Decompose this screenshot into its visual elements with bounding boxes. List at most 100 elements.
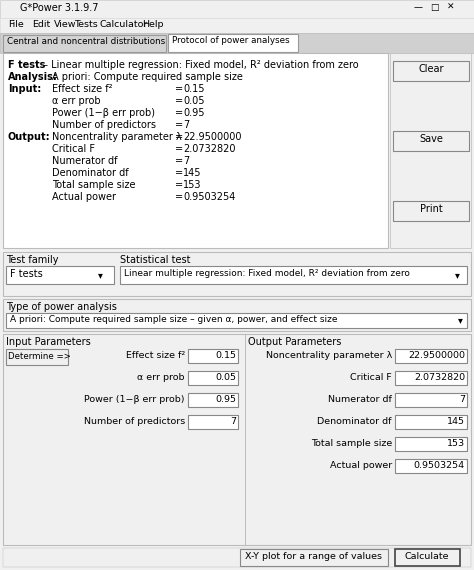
Text: Analysis:: Analysis: bbox=[8, 72, 58, 82]
FancyBboxPatch shape bbox=[390, 53, 471, 248]
Text: =: = bbox=[175, 180, 183, 190]
FancyBboxPatch shape bbox=[188, 415, 238, 429]
Text: 22.9500000: 22.9500000 bbox=[408, 351, 465, 360]
Text: F tests: F tests bbox=[10, 269, 43, 279]
Text: Central and noncentral distributions: Central and noncentral distributions bbox=[7, 37, 165, 46]
Text: – Linear multiple regression: Fixed model, R² deviation from zero: – Linear multiple regression: Fixed mode… bbox=[40, 60, 359, 70]
Text: 2.0732820: 2.0732820 bbox=[414, 373, 465, 382]
Text: 145: 145 bbox=[183, 168, 201, 178]
FancyBboxPatch shape bbox=[393, 131, 469, 151]
Text: α err prob: α err prob bbox=[52, 96, 100, 106]
Text: 0.15: 0.15 bbox=[183, 84, 204, 94]
Text: 0.05: 0.05 bbox=[215, 373, 236, 382]
Text: Calculate: Calculate bbox=[405, 552, 449, 561]
Text: Linear multiple regression: Fixed model, R² deviation from zero: Linear multiple regression: Fixed model,… bbox=[124, 269, 410, 278]
Text: 0.9503254: 0.9503254 bbox=[414, 461, 465, 470]
Text: Output Parameters: Output Parameters bbox=[248, 337, 341, 347]
Text: 0.95: 0.95 bbox=[183, 108, 204, 118]
Text: File: File bbox=[8, 20, 24, 29]
FancyBboxPatch shape bbox=[395, 349, 467, 363]
Text: G*Power 3.1.9.7: G*Power 3.1.9.7 bbox=[20, 3, 99, 13]
Text: =: = bbox=[175, 84, 183, 94]
Text: 2.0732820: 2.0732820 bbox=[183, 144, 236, 154]
FancyBboxPatch shape bbox=[120, 266, 467, 284]
Text: X-Y plot for a range of values: X-Y plot for a range of values bbox=[246, 552, 383, 561]
Text: Number of predictors: Number of predictors bbox=[84, 417, 185, 426]
Text: F tests: F tests bbox=[8, 60, 46, 70]
Text: A priori: Compute required sample size: A priori: Compute required sample size bbox=[52, 72, 243, 82]
FancyBboxPatch shape bbox=[393, 201, 469, 221]
Text: □: □ bbox=[430, 3, 438, 12]
FancyBboxPatch shape bbox=[6, 313, 467, 328]
FancyBboxPatch shape bbox=[240, 549, 388, 566]
Text: Denominator df: Denominator df bbox=[52, 168, 128, 178]
Text: =: = bbox=[175, 132, 183, 142]
Text: Power (1−β err prob): Power (1−β err prob) bbox=[52, 108, 155, 118]
Text: ▾: ▾ bbox=[98, 270, 103, 280]
Text: 0.9503254: 0.9503254 bbox=[183, 192, 236, 202]
FancyBboxPatch shape bbox=[3, 252, 471, 296]
FancyBboxPatch shape bbox=[395, 459, 467, 473]
FancyBboxPatch shape bbox=[0, 0, 474, 18]
Text: Protocol of power analyses: Protocol of power analyses bbox=[172, 36, 290, 45]
FancyBboxPatch shape bbox=[6, 349, 68, 365]
Text: 7: 7 bbox=[183, 156, 189, 166]
Text: Effect size f²: Effect size f² bbox=[126, 351, 185, 360]
Text: =: = bbox=[175, 144, 183, 154]
Text: Print: Print bbox=[419, 204, 442, 214]
Text: Effect size f²: Effect size f² bbox=[52, 84, 112, 94]
FancyBboxPatch shape bbox=[3, 299, 471, 331]
Text: ▾: ▾ bbox=[455, 270, 460, 280]
FancyBboxPatch shape bbox=[393, 61, 469, 81]
Text: Actual power: Actual power bbox=[330, 461, 392, 470]
Text: =: = bbox=[175, 192, 183, 202]
Text: —: — bbox=[414, 3, 423, 12]
Text: Numerator df: Numerator df bbox=[52, 156, 118, 166]
FancyBboxPatch shape bbox=[0, 18, 474, 33]
Text: 7: 7 bbox=[183, 120, 189, 130]
FancyBboxPatch shape bbox=[3, 548, 471, 567]
FancyBboxPatch shape bbox=[395, 415, 467, 429]
FancyBboxPatch shape bbox=[0, 33, 474, 53]
Text: Calculator: Calculator bbox=[100, 20, 148, 29]
Text: 22.9500000: 22.9500000 bbox=[183, 132, 241, 142]
Text: =: = bbox=[175, 168, 183, 178]
Text: 7: 7 bbox=[459, 395, 465, 404]
Text: Noncentrality parameter λ: Noncentrality parameter λ bbox=[52, 132, 182, 142]
Text: Total sample size: Total sample size bbox=[52, 180, 136, 190]
FancyBboxPatch shape bbox=[188, 393, 238, 407]
Text: Noncentrality parameter λ: Noncentrality parameter λ bbox=[266, 351, 392, 360]
FancyBboxPatch shape bbox=[395, 549, 460, 566]
Text: ✕: ✕ bbox=[447, 3, 455, 12]
Text: Statistical test: Statistical test bbox=[120, 255, 191, 265]
Text: Actual power: Actual power bbox=[52, 192, 116, 202]
FancyBboxPatch shape bbox=[3, 35, 166, 52]
Text: Tests: Tests bbox=[74, 20, 98, 29]
FancyBboxPatch shape bbox=[395, 371, 467, 385]
Text: 0.15: 0.15 bbox=[215, 351, 236, 360]
Text: 145: 145 bbox=[447, 417, 465, 426]
FancyBboxPatch shape bbox=[395, 393, 467, 407]
Text: ▾: ▾ bbox=[458, 315, 463, 325]
Text: α err prob: α err prob bbox=[137, 373, 185, 382]
Text: 153: 153 bbox=[183, 180, 201, 190]
FancyBboxPatch shape bbox=[188, 349, 238, 363]
FancyBboxPatch shape bbox=[6, 266, 114, 284]
Text: =: = bbox=[175, 96, 183, 106]
Text: Determine =>: Determine => bbox=[8, 352, 71, 361]
Text: Output:: Output: bbox=[8, 132, 51, 142]
Text: A priori: Compute required sample size – given α, power, and effect size: A priori: Compute required sample size –… bbox=[10, 315, 337, 324]
Text: Number of predictors: Number of predictors bbox=[52, 120, 156, 130]
FancyBboxPatch shape bbox=[3, 334, 471, 545]
Text: Numerator df: Numerator df bbox=[328, 395, 392, 404]
FancyBboxPatch shape bbox=[3, 53, 388, 248]
Text: Input Parameters: Input Parameters bbox=[6, 337, 91, 347]
Text: 0.95: 0.95 bbox=[215, 395, 236, 404]
Text: =: = bbox=[175, 120, 183, 130]
Text: Type of power analysis: Type of power analysis bbox=[6, 302, 117, 312]
Text: 7: 7 bbox=[230, 417, 236, 426]
Text: 0.05: 0.05 bbox=[183, 96, 204, 106]
Text: Input:: Input: bbox=[8, 84, 41, 94]
Text: Power (1−β err prob): Power (1−β err prob) bbox=[84, 395, 185, 404]
Text: =: = bbox=[175, 108, 183, 118]
